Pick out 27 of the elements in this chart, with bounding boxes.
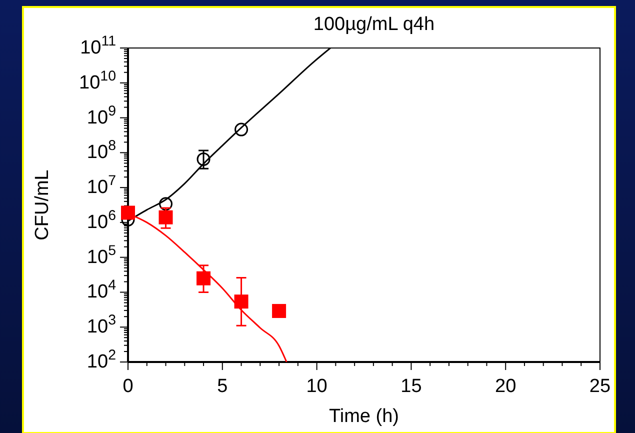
y-tick-label: 10$^{4}$ [86,278,116,303]
point [234,294,248,309]
point [159,197,173,211]
x-tick-label: 20 [495,376,516,397]
y-tick-label: 10$^{9}$ [86,103,116,128]
x-axis-title: Time (h) [328,406,400,427]
chart-title: 100µg/mL q4h [313,14,435,35]
point [196,152,210,166]
point [121,206,135,220]
y-tick-label: 10$^{11}$ [80,34,116,58]
y-tick-label: 10$^{3}$ [86,312,116,338]
point [272,304,286,318]
x-tick-label: 10 [306,376,328,397]
y-tick-label: 10$^{5}$ [86,242,116,268]
x-tick-label: 25 [589,376,611,397]
y-axis-title: CFU/mL [32,170,53,240]
x-tick-label: 15 [400,376,422,397]
point [158,210,173,224]
y-tick-label: 10$^{10}$ [79,68,116,94]
point [234,122,248,136]
x-tick-label: 5 [217,376,228,397]
point [196,271,211,286]
x-tick-label: 0 [122,376,134,397]
y-tick-label: 10$^{7}$ [86,173,116,198]
y-tick-label: 10$^{6}$ [86,208,116,233]
y-tick-label: 10$^{2}$ [86,348,116,372]
y-tick-label: 10$^{8}$ [86,138,116,164]
